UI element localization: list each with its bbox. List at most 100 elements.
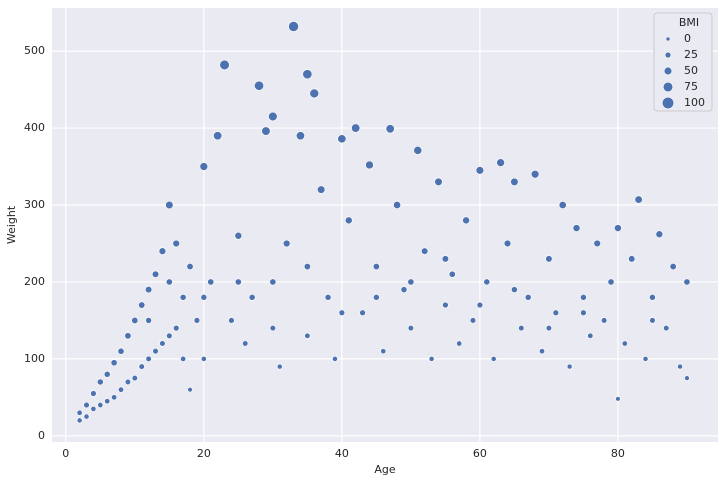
point	[131, 316, 139, 324]
point	[96, 378, 104, 386]
point	[268, 111, 278, 122]
point	[469, 317, 477, 324]
legend-marker	[664, 51, 672, 59]
x-axis-label: Age	[374, 463, 396, 476]
legend-title: BMI	[679, 16, 699, 29]
point	[103, 370, 111, 378]
point	[428, 356, 435, 362]
point	[338, 309, 346, 316]
point	[76, 409, 83, 416]
y-tick-label: 400	[24, 121, 45, 134]
point	[663, 325, 670, 332]
point	[669, 262, 677, 271]
point	[228, 317, 235, 324]
point	[145, 317, 152, 324]
point	[558, 201, 567, 209]
y-tick-label: 0	[38, 429, 45, 442]
point	[530, 170, 540, 179]
point	[97, 402, 104, 409]
point	[219, 59, 230, 71]
point	[683, 278, 691, 286]
point	[373, 294, 380, 301]
point	[628, 255, 636, 263]
point	[179, 293, 187, 301]
point	[607, 278, 615, 286]
legend-label: 0	[684, 32, 691, 45]
point	[173, 324, 180, 332]
point	[587, 332, 594, 339]
point	[261, 126, 271, 136]
point	[309, 88, 320, 99]
point	[615, 396, 621, 402]
point	[566, 363, 573, 370]
point	[138, 363, 145, 370]
point	[145, 286, 153, 294]
point	[476, 301, 484, 309]
point	[552, 309, 560, 316]
point	[475, 166, 485, 175]
legend-marker	[661, 96, 675, 110]
point	[213, 131, 223, 141]
x-tick-label: 20	[197, 447, 211, 460]
point	[151, 270, 160, 278]
point	[304, 332, 311, 339]
point	[462, 216, 470, 225]
point	[634, 195, 643, 204]
point	[421, 247, 429, 255]
point	[187, 386, 193, 393]
point	[104, 398, 111, 405]
point	[165, 278, 173, 286]
point	[677, 363, 683, 370]
point	[580, 294, 587, 301]
point	[344, 216, 353, 225]
point	[684, 375, 690, 381]
point	[503, 239, 512, 248]
point	[434, 177, 443, 187]
point	[545, 255, 553, 263]
legend-label: 50	[684, 64, 698, 77]
point	[649, 294, 656, 301]
legend-label: 25	[684, 48, 698, 61]
point	[166, 332, 173, 339]
point	[580, 309, 587, 316]
point	[655, 230, 664, 239]
point	[199, 162, 209, 171]
point	[380, 348, 387, 355]
point	[254, 80, 265, 91]
point	[131, 375, 138, 382]
point	[124, 332, 132, 340]
point	[496, 158, 505, 167]
point	[593, 239, 601, 248]
point	[385, 124, 395, 134]
point	[90, 405, 97, 412]
point	[649, 317, 656, 324]
point	[269, 325, 276, 332]
point	[269, 278, 277, 286]
point	[110, 359, 118, 367]
point	[200, 355, 207, 362]
y-tick-label: 100	[24, 352, 45, 365]
point	[303, 263, 311, 271]
point	[600, 317, 608, 324]
point	[524, 294, 532, 301]
point	[372, 263, 380, 271]
legend-label: 75	[684, 80, 698, 93]
point	[200, 294, 208, 301]
point	[90, 390, 97, 397]
point	[490, 356, 497, 362]
point	[282, 239, 291, 248]
point	[234, 231, 243, 240]
legend-label: 100	[684, 96, 705, 109]
legend-marker	[665, 36, 671, 42]
point	[365, 160, 374, 170]
x-tick-label: 80	[611, 447, 625, 460]
point	[180, 355, 187, 362]
point	[448, 270, 456, 278]
point	[642, 356, 649, 362]
point	[165, 200, 174, 210]
point	[518, 325, 525, 332]
point	[172, 239, 180, 248]
point	[234, 278, 242, 286]
legend-marker	[662, 81, 674, 93]
